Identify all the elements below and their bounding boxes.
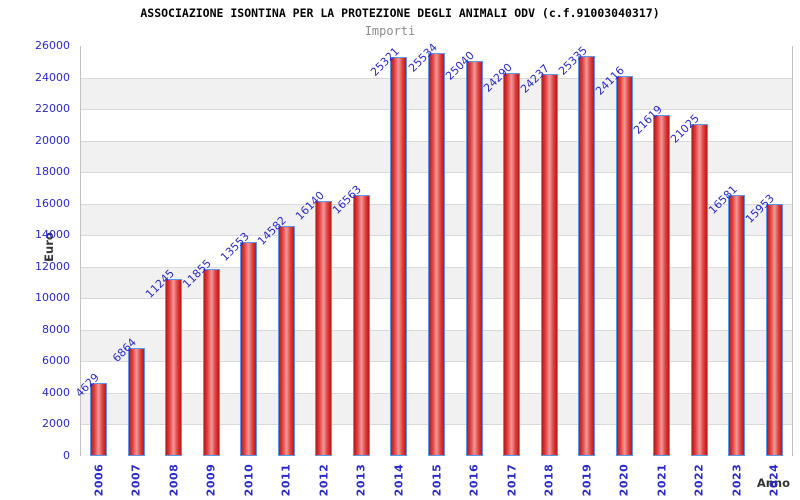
- x-tick-label: 2024: [767, 463, 781, 497]
- x-tick-label: 2011: [279, 463, 293, 497]
- x-tick-label: 2023: [730, 463, 744, 497]
- bar-2020: [615, 75, 633, 456]
- x-tick-label: 2014: [392, 463, 406, 497]
- x-tick-label: 2006: [92, 463, 106, 497]
- x-tick-label: 2010: [242, 463, 256, 497]
- x-tick-label: 2013: [354, 463, 368, 497]
- y-tick-label: 16000: [35, 196, 70, 210]
- y-tick-label: 6000: [42, 354, 70, 368]
- y-tick-label: 0: [63, 449, 70, 462]
- x-axis-title: Anno: [756, 476, 790, 490]
- x-tick-label: 2009: [204, 463, 218, 497]
- y-tick-label: 8000: [42, 322, 70, 336]
- x-tick-label: 2015: [430, 463, 443, 497]
- y-tick-label: 20000: [35, 133, 70, 147]
- y-tick-label: 4000: [42, 385, 70, 399]
- bar-2018: [540, 73, 558, 456]
- x-tick-label: 2008: [167, 463, 181, 497]
- bar-2010: [240, 242, 258, 456]
- x-tick-label: 2016: [467, 463, 481, 497]
- x-tick-label: 2022: [692, 463, 706, 497]
- bar-2012: [315, 201, 333, 456]
- bar-2009: [202, 269, 220, 456]
- x-tick-label: 2018: [542, 463, 556, 497]
- y-tick-label: 18000: [35, 165, 70, 179]
- bar-2007: [127, 347, 145, 456]
- x-tick-label: 2019: [580, 463, 594, 497]
- y-tick-label: 10000: [35, 291, 70, 305]
- bar-2022: [690, 124, 708, 456]
- chart-title: ASSOCIAZIONE ISONTINA PER LA PROTEZIONE …: [140, 6, 660, 20]
- x-tick-label: 2020: [617, 463, 631, 497]
- bar-2023: [728, 194, 746, 456]
- x-tick-label: 2021: [655, 463, 669, 497]
- y-tick-label: 12000: [35, 259, 70, 273]
- x-tick-label: 2012: [317, 463, 331, 497]
- y-tick-label: 22000: [35, 102, 70, 116]
- bar-2021: [653, 115, 671, 456]
- bar-2011: [277, 226, 295, 456]
- y-tick-label: 26000: [35, 39, 70, 52]
- x-tick-label: 2017: [505, 463, 519, 497]
- bar-2015: [428, 53, 445, 456]
- bar-2019: [578, 56, 596, 456]
- chart-subtitle: Importi: [364, 24, 416, 38]
- bar-2014: [390, 56, 408, 456]
- bar-2013: [352, 194, 370, 456]
- bar-2006: [90, 383, 108, 456]
- bar-2016: [465, 61, 483, 456]
- bar-2024: [765, 204, 783, 456]
- y-tick-label: 14000: [35, 228, 70, 242]
- bar-2017: [503, 72, 521, 456]
- y-tick-label: 24000: [35, 70, 70, 84]
- x-tick-label: 2007: [129, 463, 143, 497]
- y-tick-label: 2000: [42, 417, 70, 431]
- bar-2008: [165, 278, 183, 456]
